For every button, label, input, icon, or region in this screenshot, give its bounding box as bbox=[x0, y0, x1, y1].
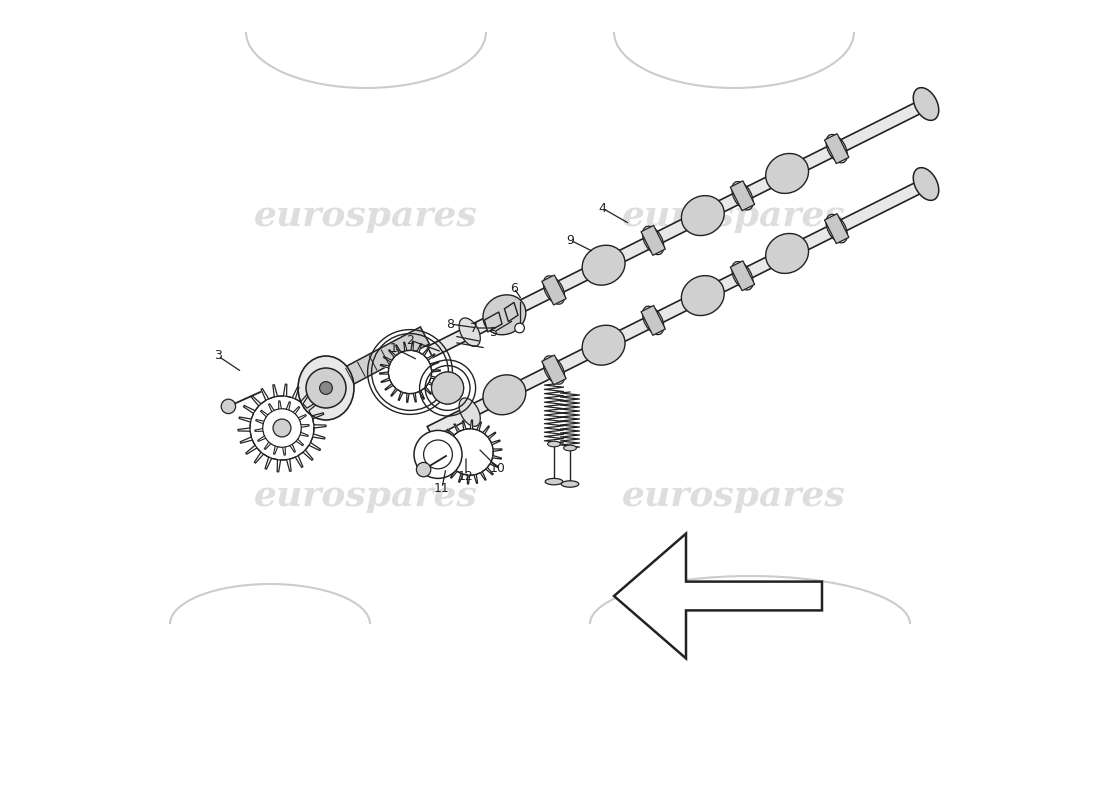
Ellipse shape bbox=[766, 154, 808, 194]
Circle shape bbox=[221, 399, 235, 414]
Circle shape bbox=[388, 350, 431, 394]
Circle shape bbox=[273, 419, 292, 437]
Ellipse shape bbox=[483, 375, 526, 414]
Ellipse shape bbox=[459, 398, 481, 426]
Circle shape bbox=[447, 429, 493, 475]
Ellipse shape bbox=[681, 196, 724, 235]
Ellipse shape bbox=[543, 276, 564, 304]
Circle shape bbox=[250, 396, 314, 460]
Circle shape bbox=[417, 462, 431, 477]
Circle shape bbox=[414, 430, 462, 478]
Circle shape bbox=[515, 323, 525, 333]
Polygon shape bbox=[825, 134, 849, 163]
Ellipse shape bbox=[826, 134, 847, 163]
Polygon shape bbox=[238, 384, 326, 472]
Text: 8: 8 bbox=[446, 318, 454, 330]
Text: 2: 2 bbox=[406, 334, 414, 346]
Circle shape bbox=[424, 440, 452, 469]
Text: 7: 7 bbox=[470, 322, 478, 334]
Text: 10: 10 bbox=[491, 462, 506, 474]
Polygon shape bbox=[427, 98, 928, 358]
Ellipse shape bbox=[561, 481, 579, 487]
Text: eurospares: eurospares bbox=[623, 199, 846, 233]
Ellipse shape bbox=[298, 356, 354, 420]
Polygon shape bbox=[641, 306, 666, 335]
Ellipse shape bbox=[826, 214, 847, 243]
Polygon shape bbox=[730, 261, 755, 290]
Polygon shape bbox=[321, 327, 429, 397]
Text: 11: 11 bbox=[434, 482, 450, 494]
Ellipse shape bbox=[459, 318, 481, 346]
Ellipse shape bbox=[913, 88, 938, 120]
Ellipse shape bbox=[582, 246, 625, 285]
Polygon shape bbox=[542, 275, 566, 305]
Polygon shape bbox=[641, 226, 666, 255]
Polygon shape bbox=[255, 401, 309, 455]
Ellipse shape bbox=[766, 234, 808, 274]
Text: 3: 3 bbox=[214, 350, 222, 362]
Circle shape bbox=[320, 382, 332, 394]
Ellipse shape bbox=[681, 276, 724, 315]
Polygon shape bbox=[730, 181, 755, 210]
Ellipse shape bbox=[543, 356, 564, 384]
Polygon shape bbox=[542, 355, 566, 385]
Polygon shape bbox=[438, 420, 502, 484]
Polygon shape bbox=[505, 302, 518, 322]
Text: 9: 9 bbox=[566, 234, 574, 246]
Ellipse shape bbox=[548, 442, 560, 446]
Ellipse shape bbox=[642, 226, 663, 254]
Ellipse shape bbox=[483, 295, 526, 334]
Polygon shape bbox=[614, 534, 822, 658]
Circle shape bbox=[431, 372, 463, 404]
Circle shape bbox=[306, 368, 346, 408]
Ellipse shape bbox=[913, 168, 938, 200]
Text: 6: 6 bbox=[510, 282, 518, 294]
Text: 5: 5 bbox=[490, 326, 498, 338]
Ellipse shape bbox=[546, 478, 563, 485]
Ellipse shape bbox=[563, 445, 576, 451]
Polygon shape bbox=[379, 342, 440, 402]
Ellipse shape bbox=[732, 182, 754, 210]
Text: 1: 1 bbox=[390, 342, 398, 354]
Polygon shape bbox=[427, 178, 928, 438]
Ellipse shape bbox=[732, 262, 754, 290]
Text: eurospares: eurospares bbox=[254, 199, 477, 233]
Text: 4: 4 bbox=[598, 202, 606, 214]
Text: eurospares: eurospares bbox=[254, 479, 477, 513]
Polygon shape bbox=[484, 312, 502, 332]
Circle shape bbox=[263, 409, 301, 447]
Text: eurospares: eurospares bbox=[623, 479, 846, 513]
Ellipse shape bbox=[642, 306, 663, 334]
Polygon shape bbox=[825, 214, 849, 243]
Text: 12: 12 bbox=[458, 470, 474, 482]
Ellipse shape bbox=[582, 326, 625, 365]
